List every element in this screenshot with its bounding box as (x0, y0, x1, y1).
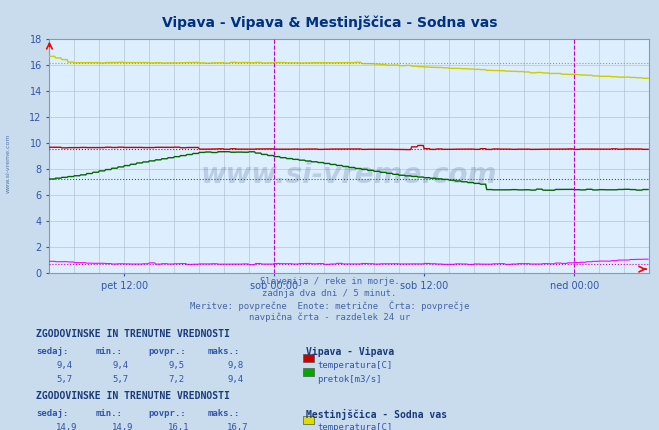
Text: 7,2: 7,2 (168, 375, 184, 384)
Text: maks.:: maks.: (208, 347, 240, 356)
Text: ZGODOVINSKE IN TRENUTNE VREDNOSTI: ZGODOVINSKE IN TRENUTNE VREDNOSTI (36, 391, 230, 401)
Text: navpična črta - razdelek 24 ur: navpična črta - razdelek 24 ur (249, 312, 410, 322)
Text: Vipava - Vipava: Vipava - Vipava (306, 347, 395, 357)
Text: www.si-vreme.com: www.si-vreme.com (5, 134, 11, 193)
Text: Vipava - Vipava & Mestinjščica - Sodna vas: Vipava - Vipava & Mestinjščica - Sodna v… (161, 15, 498, 30)
Text: 9,4: 9,4 (112, 361, 128, 370)
Text: zadnja dva dni / 5 minut.: zadnja dva dni / 5 minut. (262, 289, 397, 298)
Text: sedaj:: sedaj: (36, 409, 69, 418)
Text: Meritve: povprečne  Enote: metrične  Črta: povprečje: Meritve: povprečne Enote: metrične Črta:… (190, 301, 469, 311)
Text: temperatura[C]: temperatura[C] (317, 361, 392, 370)
Text: temperatura[C]: temperatura[C] (317, 423, 392, 430)
Text: povpr.:: povpr.: (148, 409, 186, 418)
Text: 14,9: 14,9 (56, 423, 78, 430)
Text: www.si-vreme.com: www.si-vreme.com (201, 161, 498, 189)
Text: povpr.:: povpr.: (148, 347, 186, 356)
Text: 16,1: 16,1 (168, 423, 190, 430)
Text: maks.:: maks.: (208, 409, 240, 418)
Text: 5,7: 5,7 (56, 375, 72, 384)
Text: 9,8: 9,8 (227, 361, 243, 370)
Text: pretok[m3/s]: pretok[m3/s] (317, 375, 382, 384)
Text: 14,9: 14,9 (112, 423, 134, 430)
Text: min.:: min.: (96, 347, 123, 356)
Text: sedaj:: sedaj: (36, 347, 69, 356)
Text: ZGODOVINSKE IN TRENUTNE VREDNOSTI: ZGODOVINSKE IN TRENUTNE VREDNOSTI (36, 329, 230, 339)
Text: min.:: min.: (96, 409, 123, 418)
Text: 5,7: 5,7 (112, 375, 128, 384)
Text: 9,4: 9,4 (56, 361, 72, 370)
Text: Mestinjščica - Sodna vas: Mestinjščica - Sodna vas (306, 409, 447, 420)
Text: 9,5: 9,5 (168, 361, 184, 370)
Text: 16,7: 16,7 (227, 423, 249, 430)
Text: Slovenija / reke in morje.: Slovenija / reke in morje. (260, 277, 399, 286)
Text: 9,4: 9,4 (227, 375, 243, 384)
